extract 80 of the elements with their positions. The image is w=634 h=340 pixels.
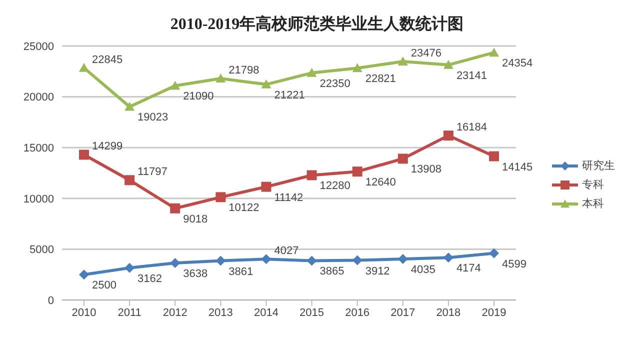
data-label: 19023 (138, 112, 168, 124)
point (306, 256, 317, 266)
y-tick-label: 0 (48, 294, 54, 307)
data-label: 3638 (183, 268, 208, 280)
data-label: 3865 (320, 266, 344, 278)
legend-label: 本科 (582, 197, 604, 211)
y-tick-label: 25000 (23, 40, 54, 53)
x-tick-label: 2017 (390, 306, 416, 319)
y-tick-label: 10000 (23, 193, 54, 206)
data-label: 21798 (228, 64, 260, 77)
point (489, 248, 499, 258)
chart-title: 2010-2019年高校师范类毕业生人数统计图 (169, 14, 465, 35)
data-label: 12280 (320, 180, 350, 192)
legend-label: 研究生 (582, 158, 615, 173)
data-label: 23476 (410, 47, 442, 60)
point (352, 166, 362, 177)
point (79, 62, 89, 72)
x-tick-label: 2013 (208, 306, 233, 319)
data-label: 14299 (92, 140, 123, 153)
point (352, 255, 362, 266)
x-tick-label: 2012 (162, 306, 188, 319)
data-label: 14145 (502, 161, 533, 174)
y-tick-label: 5000 (30, 244, 54, 256)
point (261, 79, 272, 88)
point (398, 254, 408, 264)
x-tick-label: 2011 (118, 306, 142, 319)
data-label: 3912 (365, 265, 390, 278)
point (398, 154, 408, 164)
point (170, 203, 180, 214)
x-tick-label: 2016 (345, 306, 370, 319)
data-label: 13908 (410, 164, 442, 176)
point (261, 254, 272, 264)
point (124, 175, 135, 186)
data-label: 10122 (228, 202, 260, 214)
x-tick-label: 2015 (300, 306, 324, 319)
legend-label: 专科 (582, 178, 604, 192)
data-label: 16184 (456, 122, 488, 134)
point (489, 48, 499, 57)
x-tick-label: 2019 (482, 306, 506, 319)
point (443, 130, 454, 141)
point (170, 80, 180, 90)
point (79, 270, 89, 280)
point (352, 63, 362, 72)
data-label: 4174 (456, 262, 481, 275)
data-label: 24354 (502, 58, 533, 70)
data-label: 3861 (228, 266, 254, 278)
data-label: 11142 (274, 192, 304, 204)
data-label: 22845 (92, 54, 123, 66)
point (443, 252, 454, 263)
data-label: 9018 (183, 213, 208, 226)
x-tick-label: 2014 (254, 306, 278, 319)
y-tick-label: 20000 (23, 92, 54, 104)
data-label: 4035 (410, 264, 436, 276)
point (261, 182, 272, 192)
data-label: 4027 (274, 245, 299, 258)
data-label: 11797 (138, 166, 168, 178)
point (216, 256, 226, 266)
data-label: 21090 (183, 90, 214, 103)
point (124, 262, 135, 273)
point (443, 60, 454, 69)
data-label: 4599 (502, 258, 526, 270)
point (306, 170, 317, 180)
data-label: 22350 (320, 78, 350, 90)
point (489, 151, 499, 162)
data-label: 2500 (92, 280, 116, 292)
data-label: 22821 (365, 73, 396, 86)
data-label: 3162 (138, 272, 162, 285)
data-label: 23141 (456, 70, 488, 82)
data-label: 21221 (274, 89, 305, 102)
x-tick-label: 2018 (436, 306, 461, 319)
y-tick-label: 15000 (23, 142, 54, 155)
point (306, 68, 317, 77)
point (79, 150, 89, 160)
point (170, 258, 180, 268)
point (216, 74, 226, 83)
point (398, 56, 408, 66)
x-tick-label: 2010 (72, 306, 96, 319)
data-label: 12640 (365, 176, 396, 189)
point (216, 192, 226, 202)
point (124, 102, 135, 111)
